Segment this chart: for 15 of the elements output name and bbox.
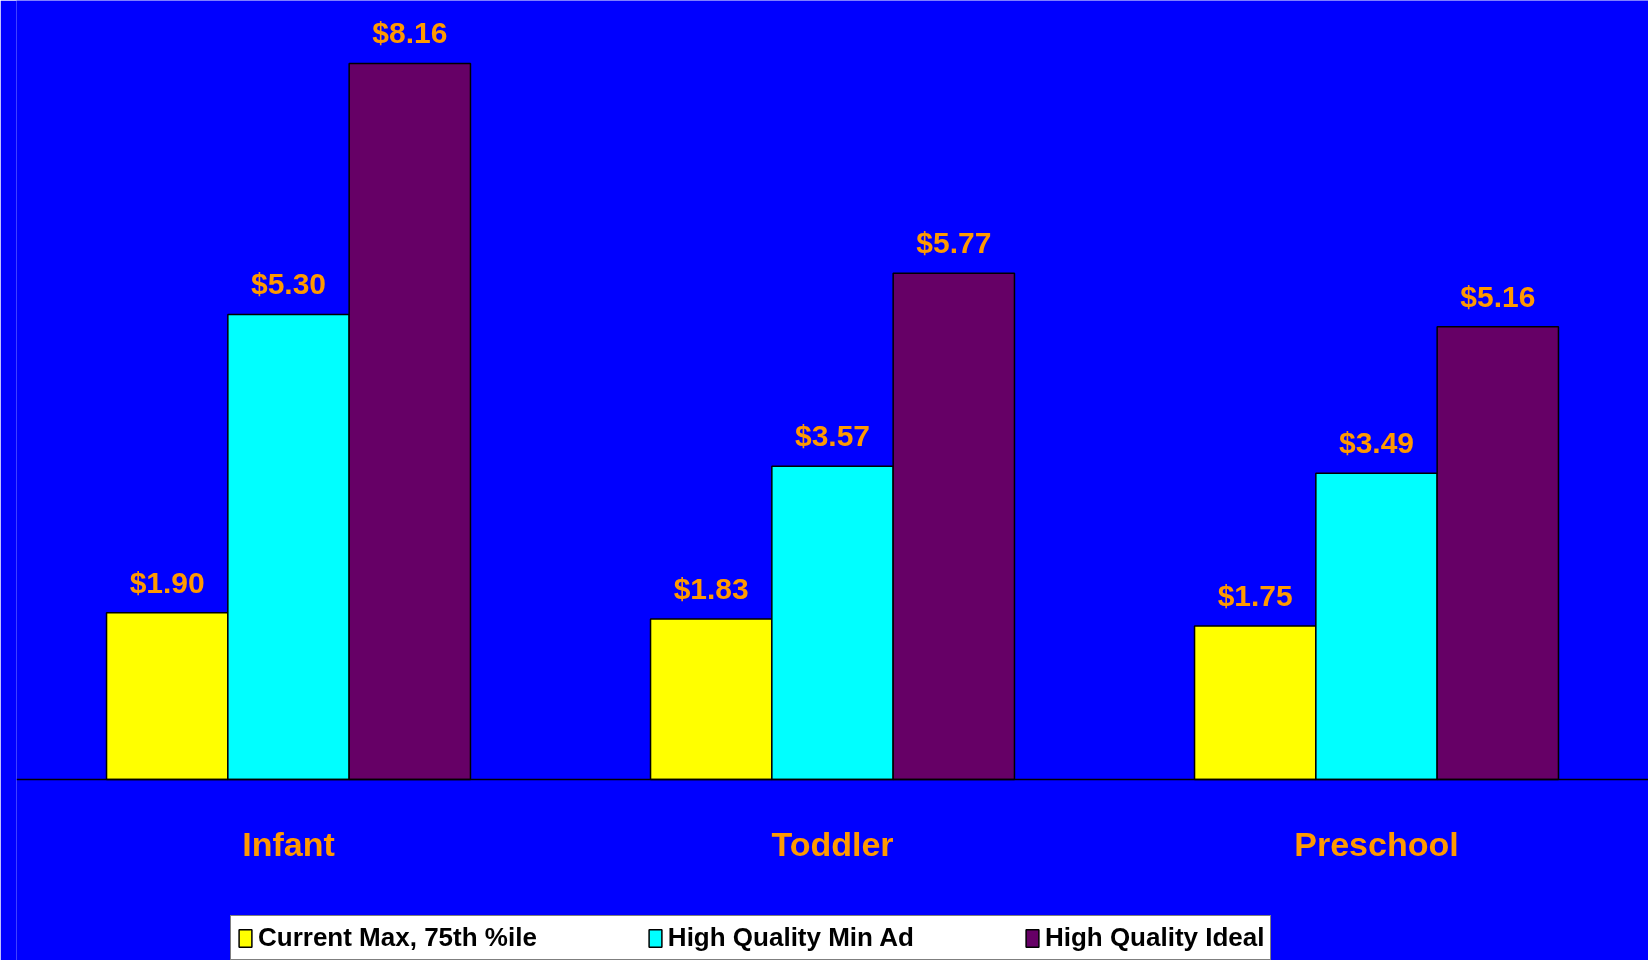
data-label: $3.49 [1338, 426, 1415, 460]
data-label: $8.16 [372, 16, 448, 50]
x-tick-label: Toddler [771, 825, 894, 864]
legend-label: High Quality Min Ad [667, 922, 914, 953]
legend-label: Current Max, 75th %ile [258, 922, 537, 953]
data-label: $1.83 [673, 571, 749, 605]
x-tick-label: Infant [242, 825, 335, 864]
x-tick-label: Preschool [1294, 825, 1459, 864]
data-label: $1.90 [129, 565, 205, 599]
data-label: $5.16 [1460, 279, 1536, 313]
data-label: $5.77 [916, 226, 992, 260]
data-label: $5.30 [250, 267, 327, 301]
data-label: $3.57 [794, 419, 871, 453]
data-label: $1.75 [1217, 578, 1293, 612]
legend-label: High Quality Ideal [1044, 922, 1265, 953]
